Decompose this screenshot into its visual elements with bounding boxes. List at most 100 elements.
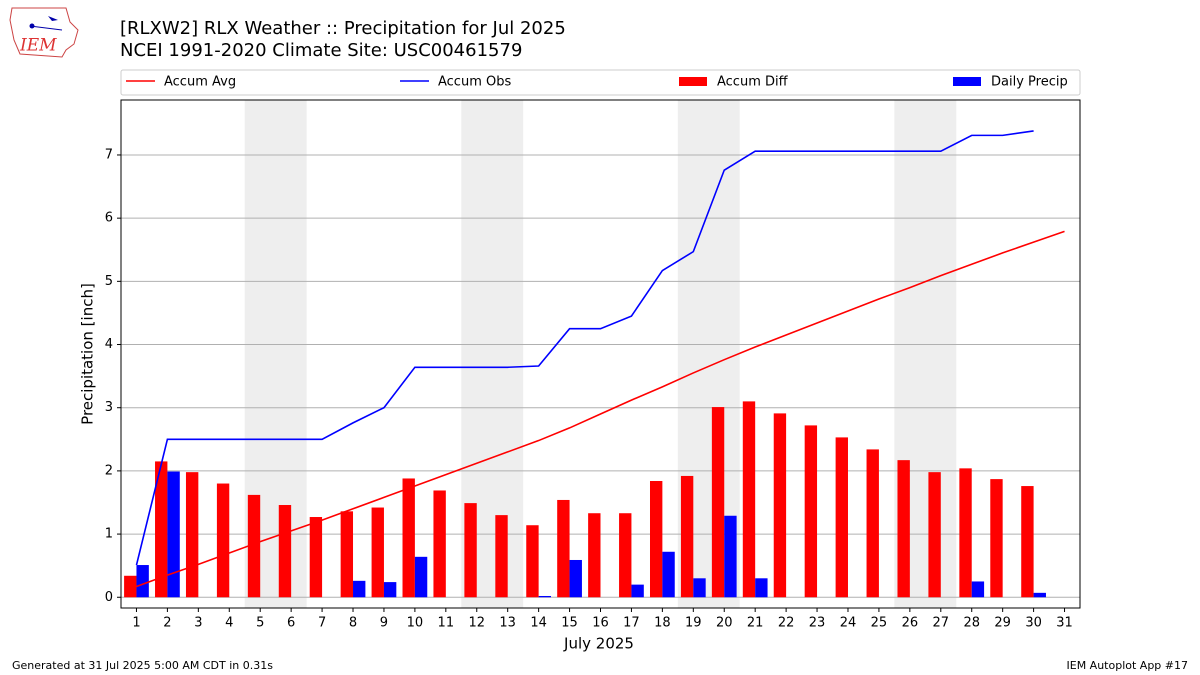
bar <box>136 565 149 598</box>
bar <box>569 559 582 598</box>
x-tick-label: 5 <box>256 616 264 631</box>
bar <box>971 581 985 598</box>
x-tick-label: 28 <box>963 616 980 631</box>
bar <box>1021 486 1034 598</box>
y-tick-label: 6 <box>105 211 113 226</box>
bar <box>928 472 941 598</box>
legend <box>120 69 1081 96</box>
x-tick-label: 3 <box>194 616 202 631</box>
x-tick-label: 22 <box>778 616 795 631</box>
x-tick-label: 19 <box>685 616 702 631</box>
bar <box>990 479 1003 598</box>
line <box>135 130 1034 566</box>
bar <box>631 584 644 598</box>
bar <box>155 461 168 598</box>
logo-icon <box>48 16 58 21</box>
bar <box>464 503 477 598</box>
y-tick-label: 4 <box>105 337 113 352</box>
footer-left: Generated at 31 Jul 2025 5:00 AM CDT in … <box>12 659 273 672</box>
bar <box>711 407 725 598</box>
bar <box>866 449 879 598</box>
x-tick-label: 13 <box>499 616 516 631</box>
x-tick-label: 18 <box>654 616 671 631</box>
bar <box>414 556 428 598</box>
logo: IEM <box>9 7 79 58</box>
chart-title: [RLXW2] RLX Weather :: Precipitation for… <box>120 18 566 39</box>
x-tick-label: 17 <box>623 616 640 631</box>
bar <box>835 437 848 598</box>
bar <box>383 582 397 598</box>
x-tick-label: 9 <box>380 616 388 631</box>
legend-swatch <box>679 77 707 86</box>
bar <box>724 515 737 598</box>
x-tick-label: 1 <box>132 616 140 631</box>
bar <box>185 472 199 598</box>
y-tick-label: 2 <box>105 463 113 478</box>
x-tick-label: 16 <box>592 616 609 631</box>
x-tick-label: 30 <box>1025 616 1042 631</box>
chart-subtitle: NCEI 1991-2020 Climate Site: USC00461579 <box>120 40 522 61</box>
bar <box>526 525 539 598</box>
x-tick-label: 23 <box>809 616 826 631</box>
bar <box>216 483 230 598</box>
legend-label: Accum Diff <box>717 75 789 90</box>
bar <box>755 578 768 598</box>
y-axis-label: Precipitation [inch] <box>79 283 97 425</box>
legend-swatch <box>953 77 981 86</box>
bar <box>742 401 756 598</box>
logo-outline <box>9 7 79 58</box>
plot-area <box>121 100 1080 608</box>
bar <box>340 511 354 598</box>
bar <box>124 575 137 598</box>
x-tick-label: 10 <box>407 616 424 631</box>
bar <box>167 471 180 598</box>
footer-right: IEM Autoplot App #17 <box>1067 659 1189 672</box>
legend-label: Accum Avg <box>164 75 236 90</box>
bar <box>588 513 601 598</box>
x-tick-label: 21 <box>747 616 764 631</box>
y-tick-label: 1 <box>105 527 113 542</box>
x-tick-label: 26 <box>902 616 919 631</box>
bar <box>371 507 384 598</box>
bar <box>773 413 787 598</box>
bar <box>309 517 323 598</box>
logo-icon <box>29 25 63 31</box>
bar <box>693 578 706 598</box>
bar <box>649 481 663 598</box>
x-tick-label: 2 <box>163 616 171 631</box>
x-axis-label: July 2025 <box>563 635 634 653</box>
y-tick-label: 5 <box>105 274 113 289</box>
line <box>136 230 1065 588</box>
bar <box>433 490 446 598</box>
bar <box>538 595 552 598</box>
x-tick-label: 20 <box>716 616 733 631</box>
bar <box>1033 592 1046 598</box>
x-tick-label: 7 <box>318 616 326 631</box>
bar <box>662 551 675 598</box>
legend-label: Daily Precip <box>991 75 1068 90</box>
x-tick-label: 31 <box>1056 616 1073 631</box>
x-tick-label: 8 <box>349 616 357 631</box>
x-tick-label: 27 <box>933 616 950 631</box>
y-tick-label: 0 <box>105 590 113 605</box>
plot-frame <box>120 99 1081 609</box>
x-tick-label: 24 <box>840 616 857 631</box>
logo-text: IEM <box>19 36 57 56</box>
x-tick-label: 4 <box>225 616 233 631</box>
x-tick-label: 25 <box>871 616 888 631</box>
x-tick-label: 12 <box>468 616 485 631</box>
x-tick-label: 6 <box>287 616 295 631</box>
bar <box>619 513 632 598</box>
bar <box>680 475 694 598</box>
bar <box>402 478 415 598</box>
x-tick-label: 11 <box>438 616 455 631</box>
bar <box>897 460 910 598</box>
bar <box>959 468 972 598</box>
x-tick-label: 29 <box>994 616 1011 631</box>
y-tick-label: 7 <box>105 147 113 162</box>
x-tick-label: 14 <box>530 616 547 631</box>
bar <box>804 425 818 598</box>
x-tick-label: 15 <box>561 616 578 631</box>
bar <box>495 515 508 598</box>
